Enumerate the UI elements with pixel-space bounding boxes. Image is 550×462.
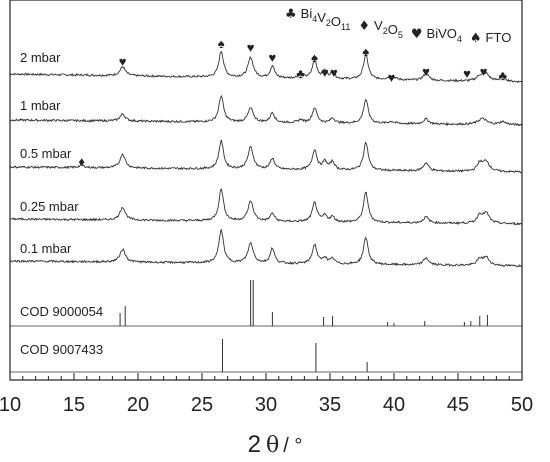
x-tick-label-7: 45 bbox=[447, 394, 469, 416]
legend-sub-1-1: 5 bbox=[398, 30, 403, 40]
peak-markers: ♥♠ ♥♥♣♠♥ ♥♠♥ ♥ ♥ ♥ ♣♦ bbox=[78, 36, 507, 169]
legend-symbol-3: ♠ bbox=[470, 31, 482, 46]
series-line-1 bbox=[10, 94, 523, 127]
series-0: 2 mbar bbox=[9, 50, 522, 84]
series-1: 1 mbar bbox=[10, 94, 523, 127]
x-tick-label-4: 30 bbox=[255, 394, 277, 416]
x-tick-label-6: 40 bbox=[383, 394, 405, 416]
peak-marker-12: ♥ bbox=[480, 64, 488, 79]
legend-sub-0-2: 11 bbox=[341, 22, 350, 32]
peak-marker-6: ♥ bbox=[321, 65, 329, 80]
series-label-4: 0.1 mbar bbox=[20, 241, 72, 256]
legend-text: ♣ Bi4V2O11 ♦ V2O5 ♥ BiVO4 ♠ FTO bbox=[285, 6, 511, 46]
x-tick-label-8: 50 bbox=[511, 394, 533, 416]
traces: 2 mbar 1 mbar 0.5 mbar 0.25 mbar 0.1 mbar COD… bbox=[9, 50, 523, 373]
series-5: COD 9000054 bbox=[10, 280, 523, 327]
peak-marker-11: ♥ bbox=[463, 66, 471, 81]
series-6: COD 9007433 bbox=[10, 339, 522, 373]
legend-sub-0-1: 2 bbox=[326, 18, 331, 28]
x-tick-label-0: 10 bbox=[0, 394, 21, 416]
legend-label-2-0: BiVO bbox=[427, 26, 457, 41]
legend-symbol-2: ♥ bbox=[411, 27, 423, 42]
legend-label-1-1: O bbox=[388, 22, 398, 37]
legend-symbol-0: ♣ bbox=[285, 7, 297, 22]
x-tick-label-3: 25 bbox=[191, 394, 213, 416]
peak-marker-9: ♥ bbox=[388, 70, 396, 85]
series-label-3: 0.25 mbar bbox=[20, 199, 79, 214]
x-tick-label-5: 35 bbox=[319, 394, 341, 416]
peak-marker-7: ♥ bbox=[330, 65, 338, 80]
x-tick-label-1: 15 bbox=[63, 394, 85, 416]
legend-sub-2-0: 4 bbox=[457, 34, 462, 44]
legend-label-3-0: FTO bbox=[486, 30, 512, 45]
peak-marker-0: ♥ bbox=[119, 54, 127, 69]
legend-symbol-1: ♦ bbox=[358, 19, 370, 34]
series-label-6: COD 9007433 bbox=[20, 342, 103, 357]
series-2: 0.5 mbar bbox=[9, 139, 522, 174]
series-line-2 bbox=[9, 139, 522, 174]
v2o5-marker: ♦ bbox=[78, 154, 85, 169]
legend-label-0-1: V bbox=[317, 10, 326, 25]
x-tick-label-2: 20 bbox=[127, 394, 149, 416]
series-line-3 bbox=[9, 188, 522, 226]
legend-label-0-2: O bbox=[331, 14, 341, 29]
legend-label-0-0: Bi bbox=[301, 6, 313, 21]
series-label-1: 1 mbar bbox=[20, 98, 61, 113]
peak-marker-8: ♠ bbox=[362, 44, 369, 59]
peak-marker-5: ♠ bbox=[311, 50, 318, 65]
series-3: 0.25 mbar bbox=[9, 188, 522, 226]
x-axis-label-unit: / ° bbox=[283, 435, 302, 457]
plot-frame bbox=[9, 0, 523, 381]
series-label-5: COD 9000054 bbox=[20, 304, 103, 319]
peak-marker-13: ♣ bbox=[499, 68, 508, 83]
legend-sub-1-0: 2 bbox=[383, 26, 388, 36]
peak-marker-4: ♣ bbox=[296, 66, 305, 81]
series-line-4 bbox=[9, 228, 523, 268]
series-line-0 bbox=[9, 50, 522, 84]
x-axis-label-two: 2 bbox=[248, 431, 261, 458]
legend: ♣ Bi4V2O11 ♦ V2O5 ♥ BiVO4 ♠ FTO bbox=[285, 6, 511, 46]
series-label-0: 2 mbar bbox=[20, 50, 61, 65]
x-axis: 10 15 20 25 30 35 40 45 50 bbox=[0, 373, 533, 416]
series-label-2: 0.5 mbar bbox=[20, 146, 72, 161]
x-axis-label-theta: θ bbox=[266, 433, 279, 458]
legend-label-1-0: V bbox=[374, 18, 383, 33]
peak-marker-2: ♥ bbox=[247, 40, 255, 55]
peak-marker-3: ♥ bbox=[269, 50, 277, 65]
peak-marker-1: ♠ bbox=[218, 36, 225, 51]
peak-marker-10: ♥ bbox=[422, 64, 430, 79]
legend-sub-0-0: 4 bbox=[312, 14, 317, 24]
series-4: 0.1 mbar bbox=[9, 228, 523, 268]
x-axis-label: 2 θ / ° bbox=[248, 431, 303, 458]
